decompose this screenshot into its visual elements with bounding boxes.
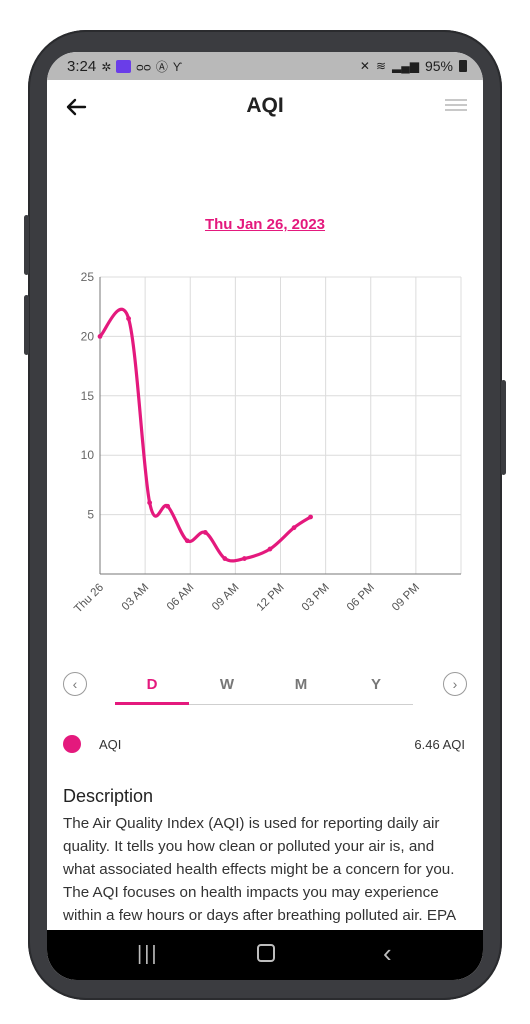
tab-month[interactable]: M [294,676,308,693]
app-notification-icon [116,60,132,73]
range-tabs: ‹ D W M Y › [47,652,483,706]
a-icon: Ⓐ [155,59,168,74]
next-range-button[interactable]: › [443,672,467,696]
battery-icon [459,60,467,72]
mute-icon: ✕ [359,59,370,73]
app-bar: AQI [47,80,483,136]
series-line [98,307,313,563]
description-text: The Air Quality Index (AQI) is used for … [63,815,456,924]
recent-apps-icon[interactable]: ||| [137,943,159,965]
slack-icon: ✲ [101,59,112,74]
previous-range-button[interactable]: ‹ [63,672,87,696]
x-tick-label: 09 AM [210,582,242,614]
data-point [267,546,273,552]
x-tick-label: 03 AM [120,582,152,614]
back-arrow-icon[interactable] [61,92,91,122]
y-tick-label: 25 [81,270,95,284]
series-color-dot [63,735,81,753]
power-button [501,380,506,475]
y-tick-label: 5 [87,508,94,522]
y-tick-label: 20 [81,329,95,343]
x-tick-label: 12 PM [255,582,287,614]
data-point [147,500,153,506]
tab-indicator [115,702,189,705]
data-point [308,514,313,520]
voicemail-icon: ᴑᴑ [136,59,151,74]
x-tick-label: 06 AM [165,582,197,614]
home-icon[interactable] [257,944,275,962]
tab-divider [115,704,413,705]
filter-icon[interactable] [445,96,467,114]
x-tick-label: 06 PM [345,582,377,614]
legend-label: AQI [99,737,122,752]
data-point [242,556,247,561]
data-point [202,530,208,535]
tab-week[interactable]: W [219,676,235,693]
aqi-line-chart: 25 20 15 10 5 Thu 26 03 AM 06 AM 09 AM 12 PM 03 PM… [72,270,462,616]
tab-day[interactable]: D [146,676,158,693]
data-point [291,525,297,531]
date-selector[interactable]: Thu Jan 26, 2023 [204,216,326,233]
data-point [126,316,131,321]
page-title: AQI [246,94,284,117]
clock: 3:24 [67,58,97,75]
volume-button-lower [24,295,29,355]
app-screen: 3:24 ✲ ᴑᴑ Ⓐ Ƴ ✕ ≋ ▂▄▆ 95% AQI Thu Jan 26… [47,52,483,980]
description-heading: Description [63,786,154,806]
wifi-icon: ≋ [375,59,386,73]
x-tick-label: Thu 26 [72,582,106,616]
back-icon[interactable]: ‹ [383,938,392,968]
battery-percent: 95% [424,58,453,74]
y-tick-label: 15 [81,389,95,403]
system-nav-bar: ||| ‹ [47,930,483,980]
legend-value: 6.46 AQI [414,737,465,752]
x-tick-label: 03 PM [300,582,332,614]
legend-row: AQI 6.46 AQI [47,732,483,756]
antenna-icon: Ƴ [172,59,183,74]
data-point [165,503,171,509]
y-tick-label: 10 [81,448,95,462]
x-tick-label: 09 PM [390,582,422,614]
data-point [222,556,228,561]
volume-button [24,215,29,275]
data-point [97,334,103,339]
data-point [184,538,190,544]
status-bar: 3:24 ✲ ᴑᴑ Ⓐ Ƴ ✕ ≋ ▂▄▆ 95% [47,52,483,80]
tab-year[interactable]: Y [370,676,381,693]
signal-icon: ▂▄▆ [392,59,419,73]
